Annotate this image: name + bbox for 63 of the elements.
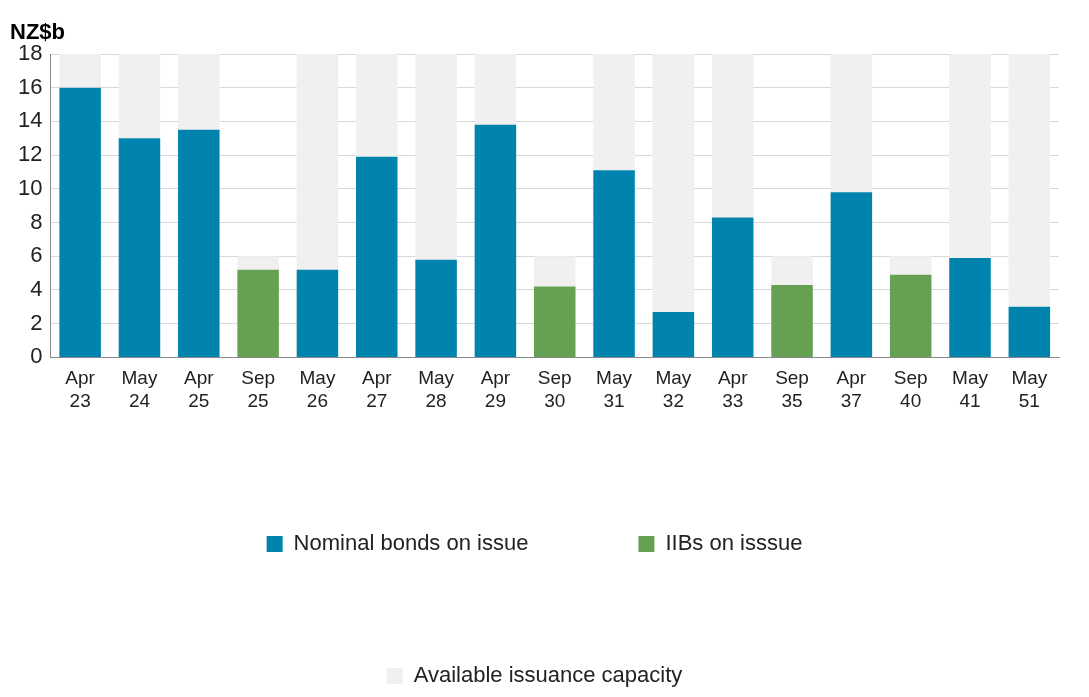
- x-tick-label: May 51: [1011, 367, 1048, 411]
- bar: [593, 54, 635, 171]
- bar: [118, 54, 161, 139]
- bar: [178, 129, 220, 357]
- bar: [118, 138, 161, 357]
- y-tick-label: 8: [30, 208, 43, 234]
- bar: [178, 54, 220, 130]
- bar: [533, 256, 576, 287]
- bar: [474, 54, 517, 125]
- bar: [356, 156, 398, 357]
- bar: [771, 284, 813, 357]
- x-tick-label: May 24: [121, 367, 158, 411]
- x-tick-label: May 32: [655, 367, 692, 411]
- bar: [771, 256, 813, 285]
- bar: [889, 256, 932, 275]
- bar: [949, 257, 991, 357]
- x-tick-label: May 26: [299, 367, 336, 411]
- x-tick-label: Apr 33: [717, 367, 749, 411]
- bar: [415, 54, 457, 260]
- bar: [711, 54, 754, 218]
- y-tick-label: 10: [17, 174, 43, 200]
- y-tick-label: 0: [30, 343, 43, 369]
- y-tick-label: 12: [17, 141, 43, 167]
- x-tick-label: Apr 23: [65, 367, 96, 411]
- bar: [296, 54, 339, 270]
- bar: [593, 170, 635, 357]
- x-tick-label: Apr 25: [183, 367, 215, 411]
- bar: [652, 311, 695, 357]
- x-tick-label: Sep 30: [537, 367, 572, 411]
- bar: [59, 87, 101, 357]
- bar: [1008, 306, 1051, 357]
- x-tick-label: May 28: [418, 367, 455, 411]
- bar: [356, 54, 398, 157]
- bar: [889, 274, 932, 357]
- bar: [830, 192, 873, 357]
- x-tick-label: Sep 35: [775, 367, 809, 411]
- legend-label: Available issuance capacity: [413, 662, 683, 688]
- legend-label: Nominal bonds on issue: [293, 530, 529, 556]
- bar: [533, 286, 576, 357]
- legend-label: IIBs on isssue: [665, 530, 803, 556]
- bar: [237, 256, 279, 270]
- x-tick-label: May 41: [952, 367, 989, 411]
- bar: [237, 269, 279, 357]
- x-tick-label: Apr 37: [836, 367, 867, 411]
- y-tick-label: 16: [17, 73, 43, 99]
- y-tick-label: 14: [17, 107, 43, 133]
- x-tick-label: Apr 27: [361, 367, 393, 411]
- bar: [474, 124, 517, 357]
- x-tick-label: May 31: [596, 367, 633, 411]
- bar: [830, 54, 873, 193]
- y-tick-label: 2: [30, 309, 43, 335]
- y-tick-label: 6: [30, 242, 43, 268]
- bar: [652, 54, 695, 312]
- x-tick-label: Sep 25: [241, 367, 276, 411]
- bar: [59, 54, 101, 88]
- x-tick-label: Apr 29: [480, 367, 511, 411]
- y-tick-label: 4: [30, 276, 43, 302]
- bar: [949, 54, 991, 258]
- x-tick-label: Sep 40: [893, 367, 928, 411]
- bar: [296, 269, 339, 357]
- bar: [711, 217, 754, 357]
- bar: [1008, 54, 1051, 307]
- bar: [415, 259, 457, 357]
